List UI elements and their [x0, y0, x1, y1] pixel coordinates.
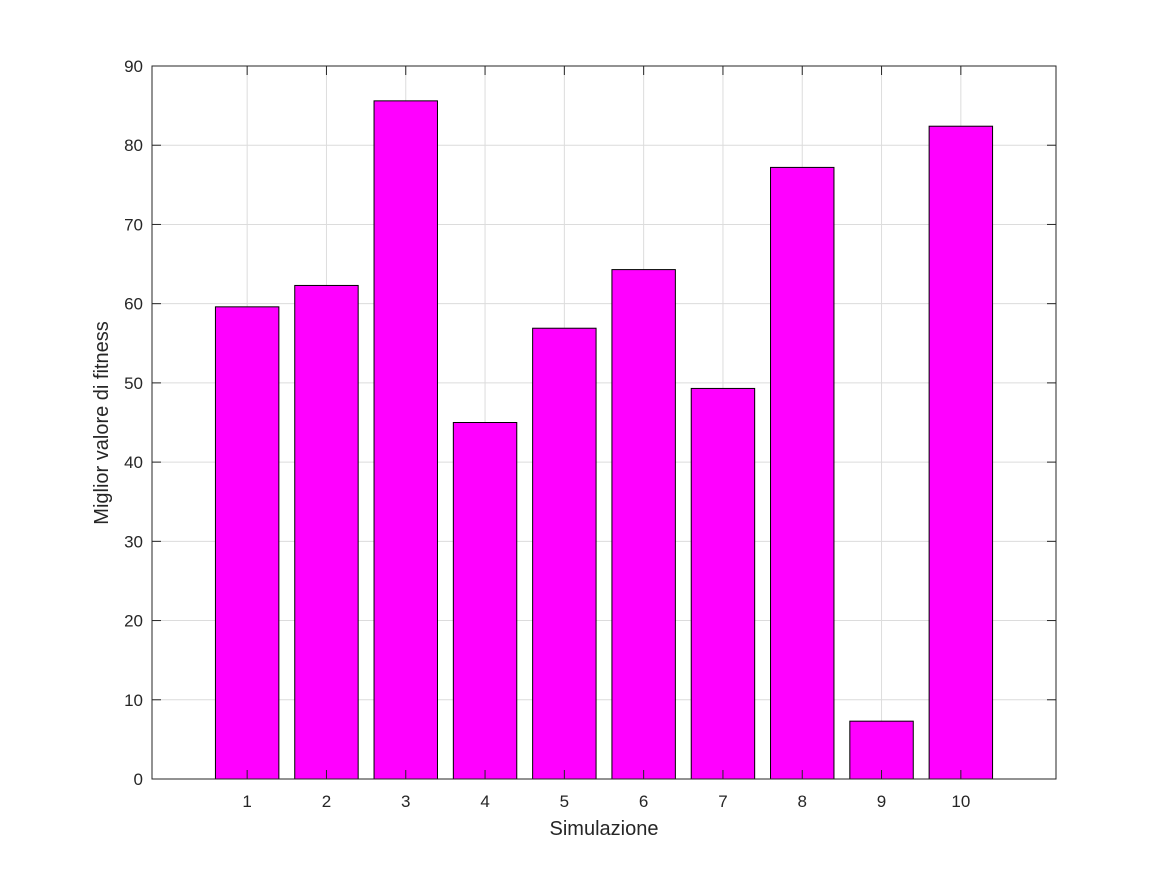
- plot-frame: [151, 65, 1057, 780]
- tick-marks: [152, 65, 1056, 780]
- y-tick-label: 30: [124, 532, 143, 551]
- y-tick-labels: 0 10 20 30 40 50 60 70 80 90: [124, 57, 143, 789]
- y-axis-label: Miglior valore di fitness: [91, 321, 113, 524]
- bar-simulazione-2: [294, 284, 359, 780]
- plot-background: [152, 66, 1056, 779]
- bar-simulazione-5: [532, 327, 597, 780]
- y-tick-label: 50: [124, 374, 143, 393]
- x-tick-label: 7: [718, 792, 727, 811]
- bar-simulazione-4: [452, 422, 518, 780]
- x-tick-label: 9: [877, 792, 886, 811]
- y-tick-label: 10: [124, 691, 143, 710]
- x-tick-labels: 1 2 3 4 5 6 7 8 9 10: [242, 792, 970, 811]
- bar-simulazione-9: [849, 720, 914, 780]
- y-tick-label: 60: [124, 295, 143, 314]
- y-tick-label: 40: [124, 453, 143, 472]
- bar-simulazione-3: [373, 100, 438, 780]
- bar-simulazione-7: [690, 387, 756, 780]
- bar-simulazione-6: [611, 269, 676, 780]
- x-tick-label: 8: [798, 792, 807, 811]
- bar-simulazione-8: [770, 166, 835, 780]
- x-tick-label: 6: [639, 792, 648, 811]
- bar-simulazione-1: [214, 306, 280, 780]
- y-tick-label: 0: [134, 770, 143, 789]
- x-tick-label: 4: [480, 792, 489, 811]
- x-tick-label: 5: [560, 792, 569, 811]
- y-tick-label: 70: [124, 215, 143, 234]
- y-tick-label: 90: [124, 57, 143, 76]
- y-tick-label: 20: [124, 612, 143, 631]
- x-axis-label: Simulazione: [550, 818, 659, 840]
- x-tick-label: 1: [242, 792, 251, 811]
- bar-simulazione-10: [928, 125, 994, 780]
- x-tick-label: 2: [322, 792, 331, 811]
- y-tick-label: 80: [124, 136, 143, 155]
- bars: [214, 100, 994, 780]
- x-tick-label: 3: [401, 792, 410, 811]
- x-tick-label: 10: [951, 792, 970, 811]
